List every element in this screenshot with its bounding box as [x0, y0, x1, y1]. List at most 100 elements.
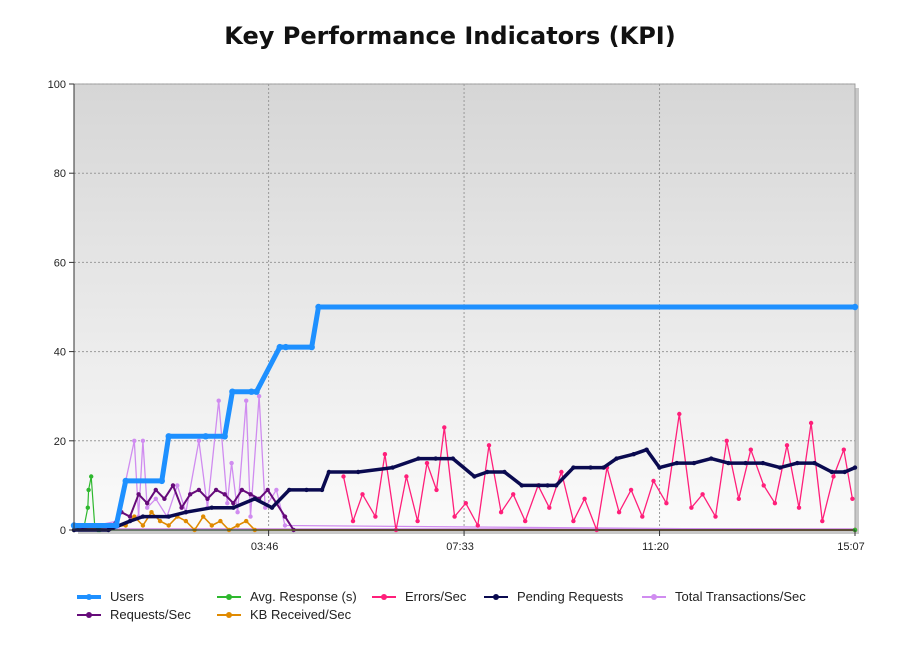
data-point-errors-sec [424, 460, 430, 466]
data-point-total-transactions-sec [132, 438, 137, 443]
data-point-pending-requests [709, 456, 714, 461]
data-point-pending-requests [287, 487, 292, 493]
data-point-errors-sec [475, 523, 480, 528]
data-point-pending-requests [601, 465, 606, 470]
data-point-requests-sec [188, 492, 193, 497]
data-point-requests-sec [196, 487, 202, 493]
data-point-pending-requests [743, 460, 748, 466]
data-point-errors-sec [350, 518, 356, 524]
legend-item: Avg. Response (s) [216, 588, 357, 606]
data-point-pending-requests [502, 469, 507, 475]
data-point-pending-requests [545, 483, 550, 488]
data-point-errors-sec [677, 411, 682, 417]
data-point-users [229, 388, 236, 395]
data-point-total-transactions-sec [248, 514, 253, 519]
data-point-kb-received-sec [157, 518, 163, 524]
data-point-errors-sec [761, 483, 766, 488]
legend-label: Total Transactions/Sec [675, 589, 806, 604]
data-point-kb-received-sec [201, 514, 206, 519]
data-point-pending-requests [127, 518, 133, 524]
data-point-avg-response-s [85, 505, 91, 510]
data-point-errors-sec [841, 447, 846, 452]
x-tick-label: 15:07 [837, 541, 865, 553]
data-point-requests-sec [145, 501, 150, 506]
data-point-requests-sec [222, 492, 227, 497]
legend-item: Users [76, 588, 144, 606]
data-point-total-transactions-sec [175, 483, 180, 488]
data-point-pending-requests [842, 469, 847, 475]
data-point-kb-received-sec [166, 523, 171, 528]
data-point-errors-sec [547, 505, 552, 510]
legend-item: Requests/Sec [76, 606, 191, 624]
data-point-total-transactions-sec [153, 496, 158, 501]
data-point-pending-requests [304, 487, 309, 493]
data-point-pending-requests [829, 469, 834, 475]
data-point-errors-sec [486, 443, 492, 448]
data-point-errors-sec [664, 501, 669, 506]
data-point-pending-requests [252, 496, 257, 501]
data-point-errors-sec [360, 492, 365, 497]
data-point-errors-sec [689, 505, 694, 510]
data-point-errors-sec [820, 518, 825, 524]
data-point-total-transactions-sec [140, 438, 146, 443]
series-line-errors-sec [342, 413, 854, 531]
data-point-errors-sec [796, 505, 802, 510]
x-tick-label: 07:33 [446, 541, 474, 553]
legend-label: KB Received/Sec [250, 607, 352, 622]
data-point-kb-received-sec [235, 523, 240, 528]
data-point-errors-sec [523, 518, 528, 524]
data-point-errors-sec [831, 474, 836, 479]
data-point-pending-requests [231, 505, 236, 510]
data-point-errors-sec [628, 487, 634, 493]
data-point-errors-sec [700, 492, 705, 497]
x-tick-label: 11:20 [642, 541, 669, 553]
legend-label: Users [110, 589, 144, 604]
data-point-errors-sec [373, 514, 378, 519]
data-point-total-transactions-sec [282, 523, 288, 528]
legend-swatch [372, 594, 396, 600]
data-point-total-transactions-sec [256, 394, 262, 399]
data-point-pending-requests [614, 456, 619, 461]
data-point-pending-requests [631, 452, 636, 457]
data-point-errors-sec [415, 518, 420, 524]
legend-item: KB Received/Sec [216, 606, 351, 624]
data-point-kb-received-sec [218, 518, 223, 524]
data-point-errors-sec [736, 496, 741, 501]
data-point-total-transactions-sec [244, 398, 249, 403]
y-tick-label: 0 [60, 525, 66, 537]
data-point-requests-sec [127, 514, 133, 519]
y-tick-label: 20 [54, 436, 66, 448]
series-pending-requests [71, 447, 858, 533]
data-point-kb-received-sec [149, 510, 154, 515]
data-point-kb-received-sec [209, 523, 214, 528]
data-point-requests-sec [136, 492, 141, 497]
data-point-pending-requests [795, 460, 800, 466]
data-point-total-transactions-sec [196, 438, 202, 443]
data-point-users [851, 303, 859, 311]
data-point-errors-sec [850, 496, 855, 501]
data-point-avg-response-s [86, 487, 91, 493]
legend-swatch-marker [86, 594, 92, 600]
legend-swatch [484, 594, 508, 600]
data-point-requests-sec [153, 487, 158, 493]
data-point-pending-requests [571, 465, 576, 470]
x-tick-label: 03:46 [251, 541, 279, 553]
data-point-users [158, 477, 165, 485]
data-point-errors-sec [404, 474, 409, 479]
legend-swatch-marker [493, 594, 499, 600]
data-point-users [113, 522, 120, 529]
data-point-errors-sec [341, 474, 346, 479]
series-errors-sec [341, 411, 855, 533]
data-point-pending-requests [390, 465, 395, 470]
legend-swatch-marker [381, 594, 387, 600]
legend-swatch [642, 594, 666, 600]
data-point-pending-requests [760, 460, 766, 466]
data-point-users [315, 303, 322, 311]
data-point-errors-sec [382, 452, 388, 457]
data-point-total-transactions-sec [225, 501, 230, 506]
legend-swatch-marker [651, 594, 657, 600]
data-point-pending-requests [450, 456, 456, 461]
data-point-pending-requests [644, 447, 649, 452]
